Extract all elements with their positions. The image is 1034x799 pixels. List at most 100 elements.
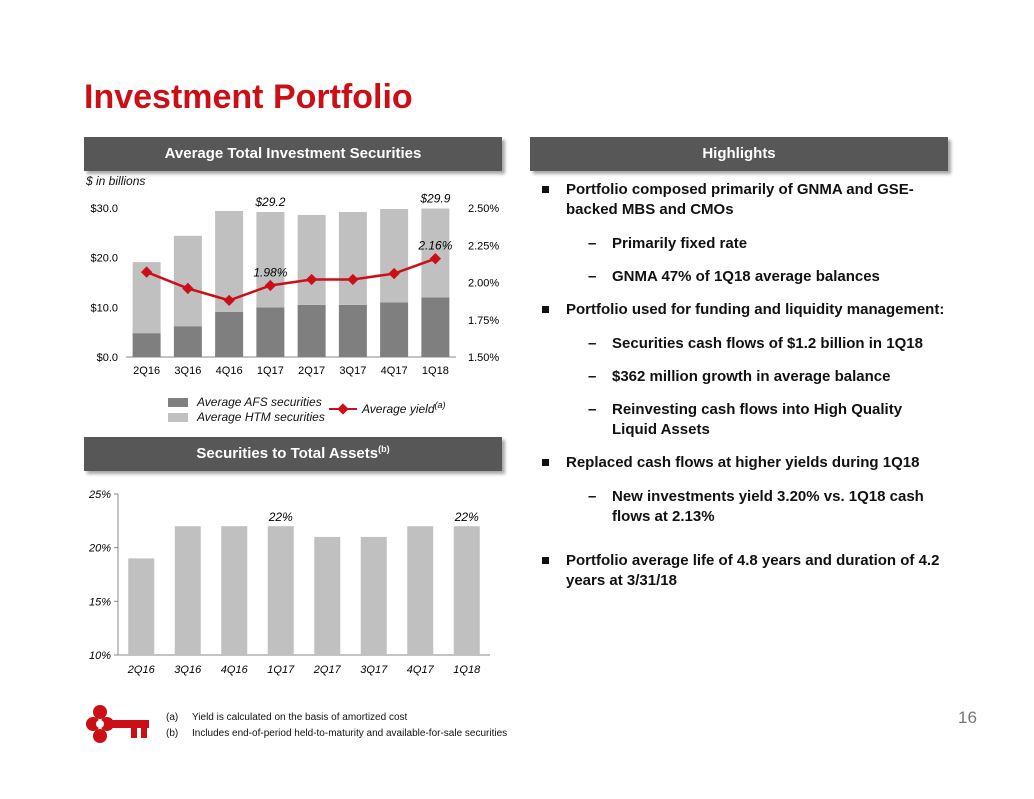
y-tick-label: $0.0: [97, 352, 118, 364]
highlight-text: $362 million growth in average balance: [612, 368, 891, 385]
highlight-text: Reinvesting cash flows into High Quality…: [612, 401, 903, 438]
section-header-securities-to-assets: Securities to Total Assets(b): [84, 437, 502, 471]
y2-tick-label: 1.50%: [468, 352, 499, 364]
x-tick-label: 2Q17: [313, 664, 342, 676]
data-label: 22%: [268, 510, 293, 524]
bar: [174, 526, 201, 655]
bar-afs: [297, 304, 326, 357]
footnote: (b) Includes end-of-period held-to-maturi…: [166, 726, 507, 742]
securities-to-assets-chart: 10% 15% 20% 25% 2Q16 3Q16 4Q16 1Q17 2Q17 3Q17 4Q17…: [88, 489, 490, 676]
x-tick-label: 3Q16: [174, 365, 201, 377]
legend-label-htm: Average HTM securities: [197, 410, 325, 424]
investment-securities-chart: $0.0 $10.0 $20.0 $30.0 1.50% 1.75% 2.00% 2.25% 2…: [90, 191, 499, 377]
y2-tick-label: 2.00%: [468, 278, 499, 290]
y-tick-label: 20%: [88, 543, 111, 555]
data-label-total: $29.2: [254, 195, 285, 209]
x-tick-label: 3Q16: [174, 664, 202, 676]
dash-marker: –: [588, 268, 597, 285]
y-tick-label: $30.0: [90, 203, 118, 215]
bar-htm: [338, 211, 367, 305]
bar: [128, 558, 155, 655]
highlight-text: Securities cash flows of $1.2 billion in…: [612, 335, 923, 352]
x-tick-label: 1Q18: [453, 664, 481, 676]
page-title: Investment Portfolio: [84, 78, 413, 116]
highlight-bullet: Portfolio used for funding and liquidity…: [540, 300, 950, 320]
bar-htm: [256, 211, 285, 308]
bar-afs: [256, 307, 285, 357]
highlight-sub-bullet: – $362 million growth in average balance: [540, 367, 950, 387]
y-tick-label: 15%: [89, 596, 111, 608]
highlight-sub-bullet: – New investments yield 3.20% vs. 1Q18 ca…: [540, 487, 950, 527]
data-label-yield: 2.16%: [417, 239, 452, 253]
y-tick-label: 25%: [88, 489, 111, 501]
x-tick-label: 1Q17: [267, 664, 295, 676]
highlight-bullet: Portfolio composed primarily of GNMA and…: [540, 180, 950, 220]
highlight-sub-bullet: – Reinvesting cash flows into High Qualit…: [540, 400, 950, 440]
highlight-bullet: Replaced cash flows at higher yields dur…: [540, 453, 950, 473]
x-tick-label: 3Q17: [339, 365, 366, 377]
highlight-sub-bullet: – GNMA 47% of 1Q18 average balances: [540, 267, 950, 287]
x-tick-label: 3Q17: [360, 664, 388, 676]
dash-marker: –: [588, 335, 597, 352]
bar-htm: [421, 208, 450, 298]
yield-line: [146, 257, 436, 302]
x-tick-label: 1Q17: [257, 365, 284, 377]
units-note: $ in billions: [86, 174, 146, 188]
bar-afs: [338, 304, 367, 357]
bar-htm: [380, 208, 409, 303]
footnote: (a) Yield is calculated on the basis of a…: [166, 710, 507, 726]
highlight-text: Primarily fixed rate: [612, 235, 748, 252]
bar: [407, 526, 434, 655]
legend-label-yield: Average yield(a): [362, 400, 446, 417]
highlight-text: New investments yield 3.20% vs. 1Q18 cas…: [612, 488, 924, 525]
bar-afs: [421, 297, 450, 357]
dash-marker: –: [588, 401, 597, 418]
x-tick-label: 2Q16: [133, 365, 160, 377]
highlight-text: Replaced cash flows at higher yields dur…: [566, 454, 920, 471]
footnotes: (a) Yield is calculated on the basis of a…: [166, 710, 507, 742]
bar: [314, 536, 341, 655]
footnote-text: Includes end-of-period held-to-maturity …: [192, 728, 508, 739]
y2-tick-label: 2.25%: [468, 240, 499, 252]
legend-label-afs: Average AFS securities: [197, 395, 322, 409]
bar: [221, 526, 248, 655]
footnote-text: Yield is calculated on the basis of amor…: [192, 712, 408, 723]
dash-marker: –: [588, 235, 597, 252]
y-tick-label: 10%: [89, 650, 111, 662]
footnote-label: (b): [166, 728, 179, 739]
legend-swatch-yield: [329, 403, 357, 415]
x-tick-label: 4Q16: [221, 664, 249, 676]
bar: [267, 526, 294, 655]
bullet-square-icon: [542, 306, 549, 313]
key-icon: [86, 705, 149, 743]
bar: [360, 536, 387, 655]
section-header-highlights: Highlights: [530, 137, 948, 171]
y-tick-label: $10.0: [90, 302, 118, 314]
y2-tick-label: 2.50%: [468, 203, 499, 215]
highlight-text: Portfolio composed primarily of GNMA and…: [566, 181, 914, 218]
section-header-investment-securities: Average Total Investment Securities: [84, 137, 502, 171]
bullet-square-icon: [542, 186, 549, 193]
highlight-text: Portfolio used for funding and liquidity…: [566, 301, 945, 318]
bar-afs: [173, 326, 202, 357]
highlight-text: Portfolio average life of 4.8 years and …: [566, 552, 940, 589]
x-tick-label: 1Q18: [422, 365, 449, 377]
data-label: 22%: [454, 510, 479, 524]
dash-marker: –: [588, 488, 597, 505]
highlight-bullet: Portfolio average life of 4.8 years and …: [540, 551, 950, 591]
dash-marker: –: [588, 368, 597, 385]
y2-tick-label: 1.75%: [468, 315, 499, 327]
x-tick-label: 2Q17: [298, 365, 325, 377]
x-tick-label: 2Q16: [127, 664, 156, 676]
highlight-sub-bullet: – Primarily fixed rate: [540, 234, 950, 254]
x-tick-label: 4Q17: [381, 365, 408, 377]
x-tick-label: 4Q16: [216, 365, 243, 377]
y-tick-label: $20.0: [90, 253, 118, 265]
bar-htm: [297, 214, 326, 305]
data-label-yield: 1.98%: [253, 265, 287, 279]
bar: [453, 526, 480, 655]
bullet-square-icon: [542, 557, 549, 564]
data-label-total: $29.9: [419, 191, 450, 205]
footnote-label: (a): [166, 712, 179, 723]
x-tick-label: 4Q17: [407, 664, 435, 676]
